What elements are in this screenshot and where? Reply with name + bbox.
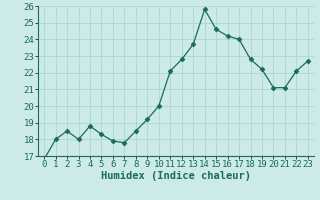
X-axis label: Humidex (Indice chaleur): Humidex (Indice chaleur) bbox=[101, 171, 251, 181]
